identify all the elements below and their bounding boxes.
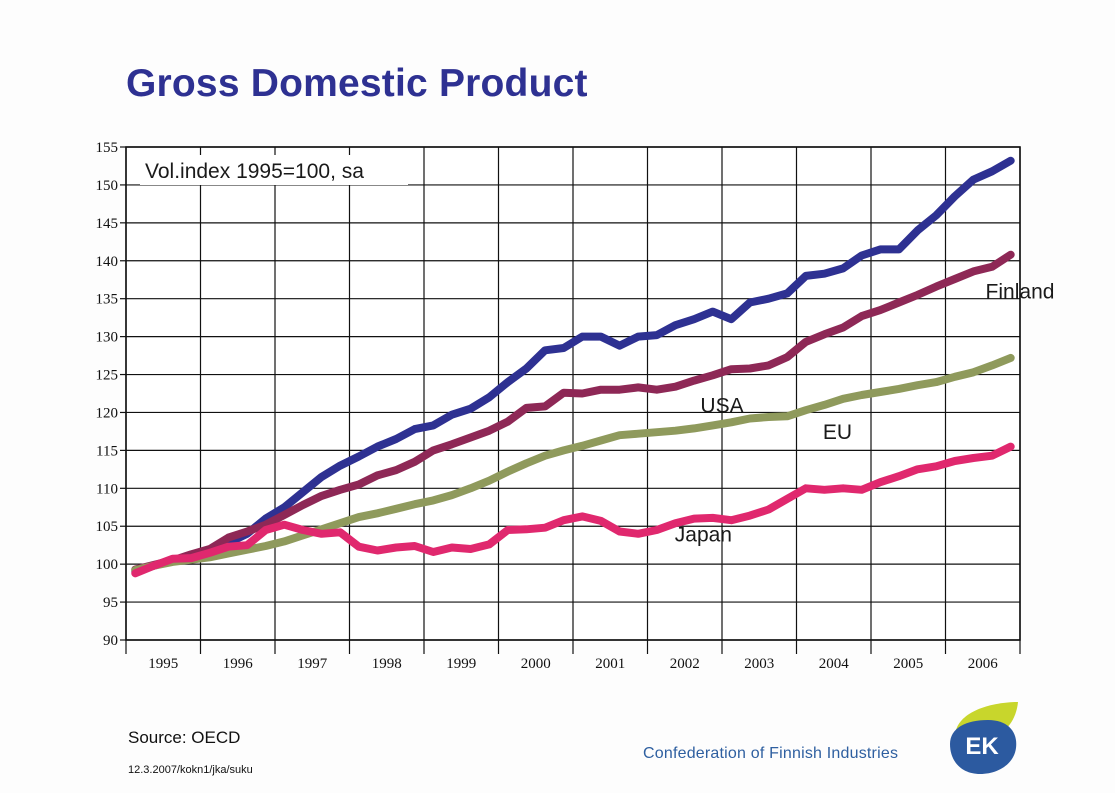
x-tick-label: 2006 — [968, 656, 999, 672]
series-label-japan: Japan — [675, 523, 732, 546]
y-tick-label: 95 — [103, 595, 118, 611]
x-tick-label: 2005 — [893, 656, 923, 672]
y-tick-label: 125 — [96, 368, 119, 384]
series-line-finland — [131, 156, 1015, 576]
x-tick-label: 2003 — [744, 656, 774, 672]
y-tick-label: 150 — [96, 178, 119, 194]
y-tick-label: 105 — [96, 519, 119, 535]
chart-labels: Finland USA EU Japan — [675, 281, 1055, 547]
plot-frame — [125, 146, 1021, 641]
y-tick-label: 100 — [96, 557, 119, 573]
footnote: 12.3.2007/kokn1/jka/suku — [128, 764, 253, 776]
x-tick-label: 1998 — [372, 656, 402, 672]
slide-title: Gross Domestic Product — [126, 62, 588, 105]
x-tick-label: 2002 — [670, 656, 700, 672]
y-tick-label: 130 — [96, 330, 119, 346]
organization-name: Confederation of Finnish Industries — [643, 745, 899, 762]
ek-logo-icon: EK — [950, 702, 1018, 774]
y-tick-label: 135 — [96, 292, 119, 308]
annotation-background — [140, 155, 408, 185]
index-annotation: Vol.index 1995=100, sa — [145, 160, 364, 183]
y-tick-label: 120 — [96, 405, 119, 421]
y-tick-label: 145 — [96, 216, 119, 232]
x-tick-label: 2004 — [819, 656, 850, 672]
x-tick-label: 1999 — [446, 656, 476, 672]
series-line-eu — [131, 353, 1015, 575]
x-tick-label: 1997 — [297, 656, 328, 672]
series-label-finland: Finland — [986, 281, 1055, 304]
chart-series — [131, 156, 1015, 578]
series-line-japan — [131, 442, 1015, 578]
y-tick-label: 155 — [96, 140, 119, 156]
series-label-usa: USA — [700, 394, 743, 417]
y-tick-label: 140 — [96, 254, 119, 270]
x-tick-label: 1995 — [148, 656, 178, 672]
series-line-usa — [131, 250, 1015, 574]
x-tick-label: 2000 — [521, 656, 551, 672]
chart-axes: 90 95 100 105 110 115 120 125 130 135 140 145 150 155… — [96, 140, 1021, 672]
y-tick-label: 90 — [103, 633, 118, 649]
x-tick-label: 1996 — [223, 656, 254, 672]
source-note: Source: OECD — [128, 728, 241, 747]
y-tick-label: 115 — [96, 443, 118, 459]
x-tick-label: 2001 — [595, 656, 625, 672]
series-label-eu: EU — [823, 421, 852, 444]
logo-text: EK — [965, 733, 999, 760]
y-tick-label: 110 — [96, 481, 118, 497]
